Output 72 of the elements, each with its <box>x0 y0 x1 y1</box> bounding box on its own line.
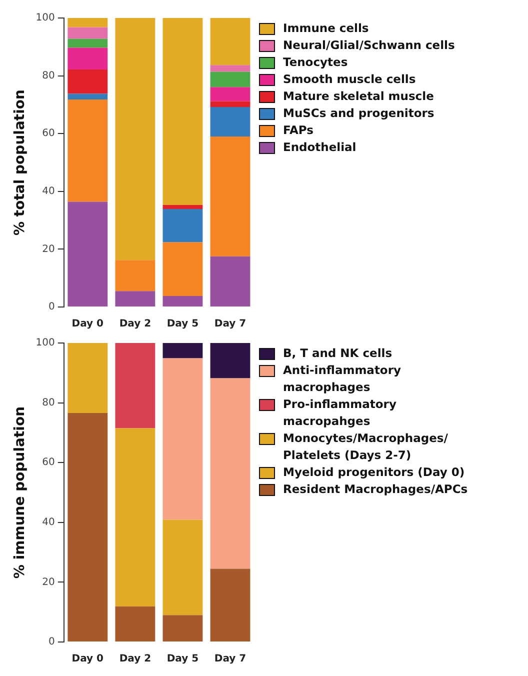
legend-label: Neural/Glial/Schwann cells <box>283 37 455 54</box>
legend-label: Mature skeletal muscle <box>283 88 434 105</box>
bar <box>115 291 156 306</box>
bar <box>210 256 250 306</box>
bar <box>162 242 203 296</box>
bar <box>162 343 203 358</box>
bar <box>210 72 250 88</box>
bar <box>162 615 203 642</box>
bar <box>68 27 108 39</box>
bar <box>68 18 108 28</box>
bar <box>68 343 108 413</box>
bar <box>115 428 156 606</box>
bar <box>115 260 156 292</box>
bar <box>210 568 250 642</box>
y-axis-title: % total population <box>12 90 28 236</box>
bar <box>162 296 203 306</box>
y-tick-label: 100 <box>36 338 55 349</box>
y-tick-label: 80 <box>42 70 55 82</box>
bar <box>210 378 250 569</box>
bar <box>68 202 108 306</box>
bar <box>68 100 108 202</box>
bar <box>68 69 108 94</box>
legend-label: Pro-inflammatory macropahges <box>283 396 398 430</box>
bar <box>210 18 250 66</box>
legend-label: FAPs <box>283 122 314 139</box>
bar <box>115 606 156 642</box>
bar <box>210 101 250 108</box>
bar <box>162 204 203 210</box>
bar <box>210 65 250 72</box>
x-tick-label: Day 7 <box>214 318 246 330</box>
y-axis-title: % immune population <box>12 406 28 579</box>
bar <box>68 38 108 48</box>
x-tick-label: Day 2 <box>119 654 152 665</box>
y-tick-label: 60 <box>42 128 55 140</box>
y-tick-label: 0 <box>48 302 55 313</box>
bar <box>162 520 203 616</box>
text: Monocytes/Macrophages/Platelets (Days 2-7) <box>283 431 448 462</box>
legend-label: Smooth muscle cells <box>283 71 416 88</box>
legend-label: Anti-inflammatory macrophages <box>283 362 402 396</box>
bar <box>115 343 156 428</box>
y-tick-label: 20 <box>42 576 55 588</box>
legend-label: Immune cells <box>283 20 369 37</box>
bar <box>68 94 108 100</box>
legend-label: MuSCs and progenitors <box>283 105 434 122</box>
x-tick-label: Day 0 <box>72 318 104 330</box>
bar <box>210 87 250 102</box>
x-tick-label: Day 5 <box>166 654 199 665</box>
bar <box>162 209 203 242</box>
y-tick-label: 20 <box>42 244 55 255</box>
bar <box>210 343 250 378</box>
x-tick-label: Day 0 <box>72 654 104 665</box>
bar <box>68 412 108 642</box>
bar <box>115 18 156 260</box>
bar <box>210 136 250 256</box>
x-tick-label: Day 2 <box>119 318 152 330</box>
y-tick-label: 60 <box>42 457 55 468</box>
y-tick-label: 100 <box>36 12 55 24</box>
x-tick-label: Day 7 <box>214 654 246 665</box>
legend-label: B, T and NK cells <box>283 345 392 362</box>
legend-label: Resident Macrophages/APCs <box>283 481 468 498</box>
bar <box>162 18 203 205</box>
y-tick-label: 40 <box>42 516 55 528</box>
legend-label: Endothelial <box>283 139 356 156</box>
y-tick-label: 40 <box>42 186 55 197</box>
legend-label: Myeloid progenitors (Day 0) <box>283 464 465 481</box>
legend-label: Tenocytes <box>283 54 348 71</box>
bar <box>162 358 203 520</box>
x-tick-label: Day 5 <box>166 318 199 330</box>
y-tick-label: 80 <box>42 397 55 408</box>
y-tick-label: 0 <box>48 636 55 648</box>
bar <box>68 48 108 70</box>
bar <box>210 107 250 136</box>
